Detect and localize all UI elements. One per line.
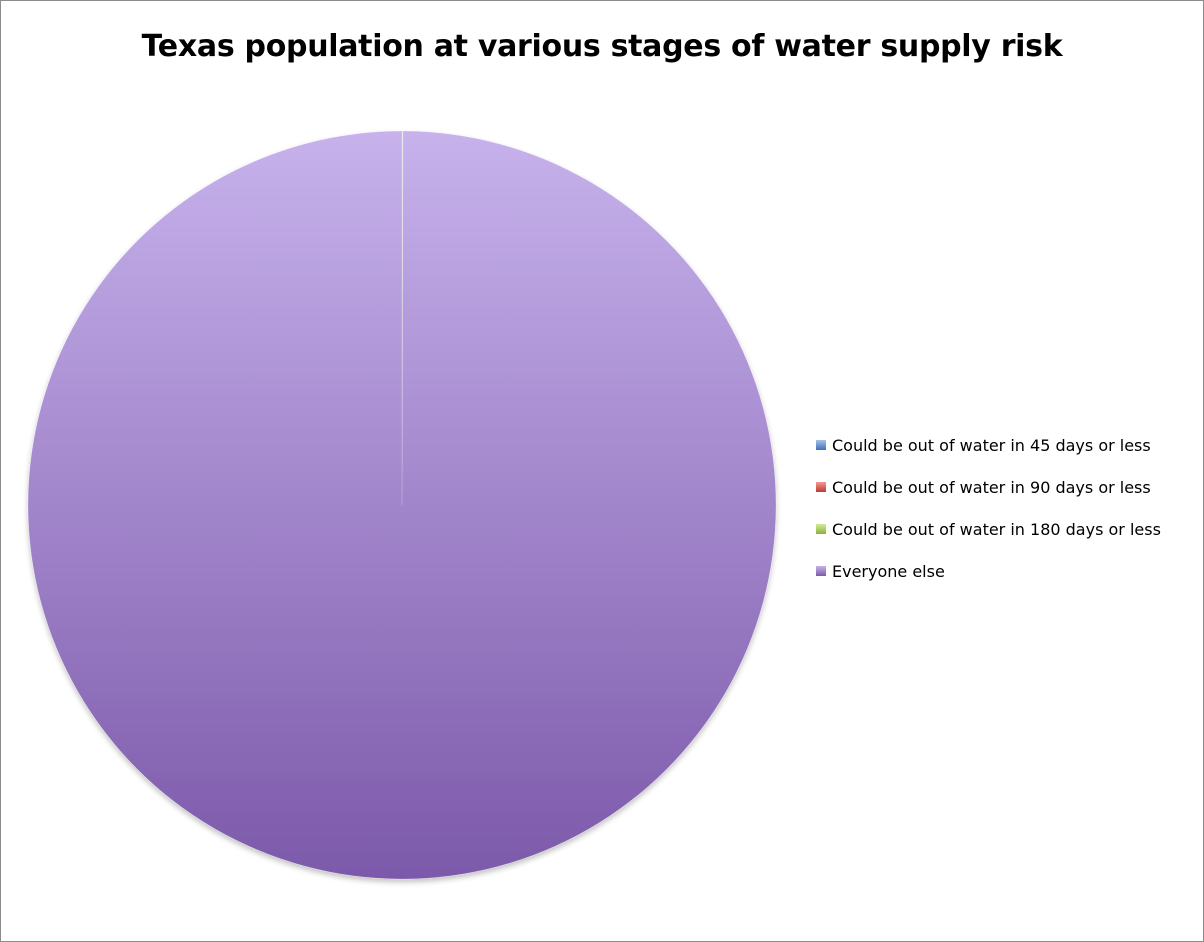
- legend-item-180-days: Could be out of water in 180 days or les…: [816, 516, 1196, 542]
- legend: Could be out of water in 45 days or less…: [816, 432, 1196, 600]
- legend-swatch-90-days: [816, 482, 826, 492]
- legend-item-everyone-else: Everyone else: [816, 558, 1196, 584]
- legend-label-180-days: Could be out of water in 180 days or les…: [832, 519, 1161, 539]
- chart-title: Texas population at various stages of wa…: [141, 29, 1063, 64]
- pie-slice-everyone-else: [27, 130, 777, 880]
- legend-item-90-days: Could be out of water in 90 days or less: [816, 474, 1196, 500]
- legend-label-45-days: Could be out of water in 45 days or less: [832, 435, 1151, 455]
- legend-item-45-days: Could be out of water in 45 days or less: [816, 432, 1196, 458]
- legend-swatch-180-days: [816, 524, 826, 534]
- legend-label-everyone-else: Everyone else: [832, 561, 945, 581]
- legend-swatch-everyone-else: [816, 566, 826, 576]
- legend-label-90-days: Could be out of water in 90 days or less: [832, 477, 1151, 497]
- legend-swatch-45-days: [816, 440, 826, 450]
